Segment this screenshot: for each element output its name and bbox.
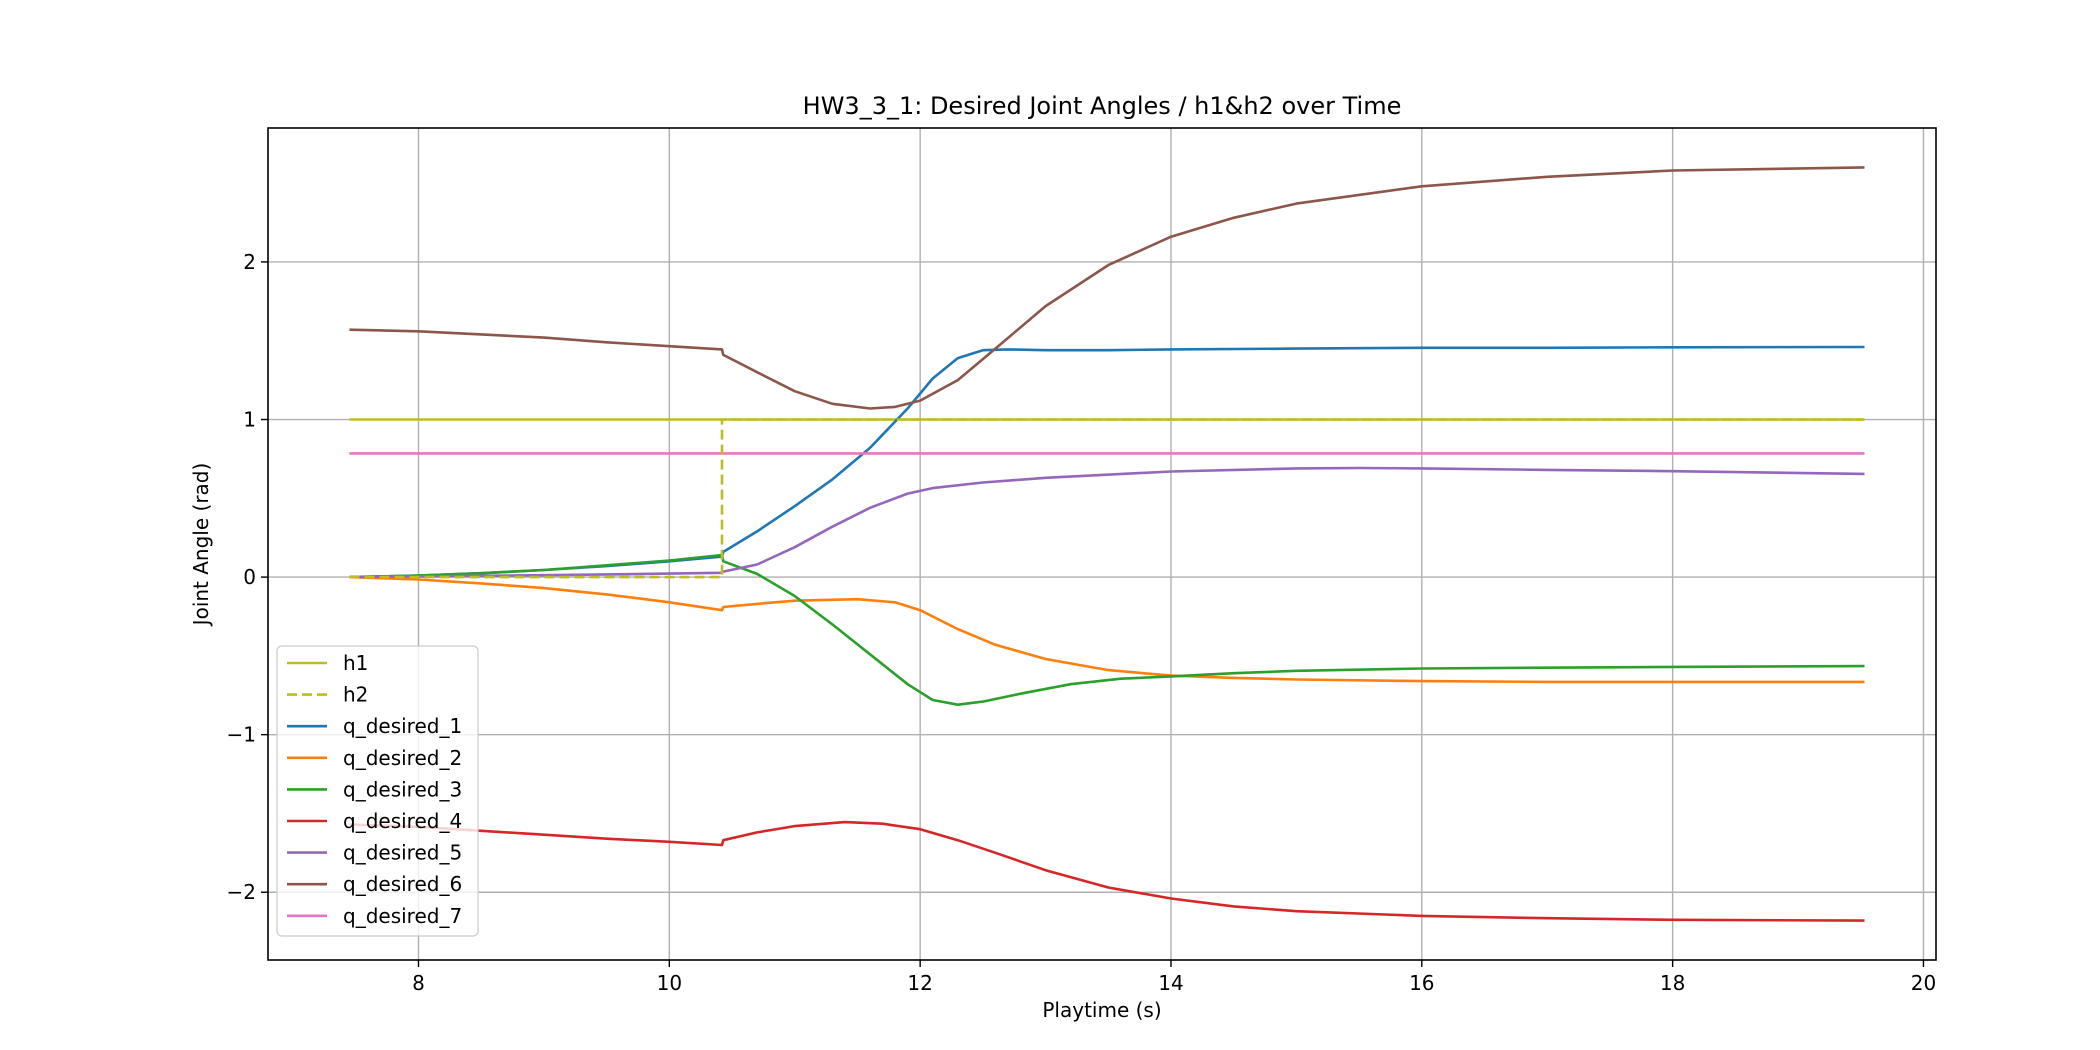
x-tick-label: 8 [412,971,425,995]
series-line-q-desired-2 [349,575,1865,684]
legend-label: q_desired_6 [343,872,462,896]
legend-box [276,645,479,937]
legend-label: q_desired_2 [343,746,462,770]
y-tick-label: 1 [243,408,256,432]
x-axis-label: Playtime (s) [1042,998,1161,1022]
legend: h1 h2 q_desired_1 q_desired_2 q_desired_3 q_d… [276,645,479,937]
legend-label: q_desired_5 [343,841,462,865]
y-tick-label: 0 [243,565,256,589]
x-tick-label: 10 [657,971,682,995]
x-tick-label: 18 [1660,971,1685,995]
legend-label: q_desired_4 [343,809,462,833]
y-tick-label: 2 [243,250,256,274]
series-line-h2 [349,418,1865,579]
x-tick-label: 14 [1158,971,1183,995]
series-line-q-desired-5 [349,466,1865,579]
legend-label: q_desired_1 [343,714,462,738]
legend-label: q_desired_7 [343,904,462,928]
legend-label: h1 [343,651,368,675]
legend-label: h2 [343,683,368,707]
chart-title: HW3_3_1: Desired Joint Angles / h1&h2 ov… [803,92,1402,120]
series-line-q-desired-6 [349,166,1865,410]
plot-frame [267,127,1937,961]
y-tick-label: −2 [227,880,256,904]
y-tick-label: −1 [227,723,256,747]
y-axis-label: Joint Angle (rad) [189,463,213,628]
series-line-q-desired-3 [349,553,1865,707]
series-line-q-desired-4 [349,820,1865,922]
series-lines [349,166,1865,922]
x-tick-label: 16 [1409,971,1434,995]
x-tick-label: 20 [1911,971,1936,995]
x-tick-label: 12 [907,971,932,995]
legend-label: q_desired_3 [343,777,462,801]
